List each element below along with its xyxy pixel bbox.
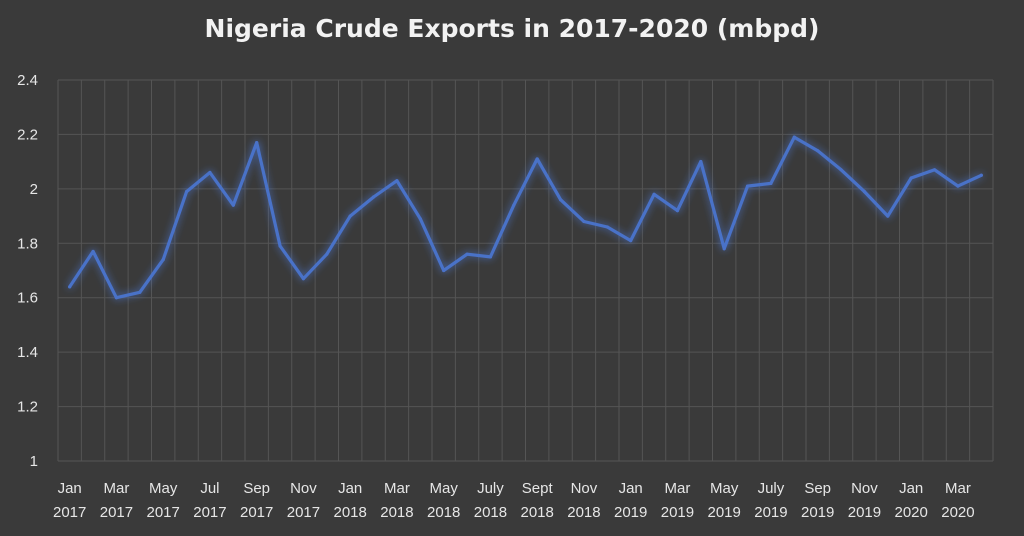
data-point xyxy=(909,176,913,180)
data-point xyxy=(979,173,983,177)
x-tick-label-month: Jul xyxy=(200,480,219,497)
x-tick-label-month: July xyxy=(477,480,504,497)
x-tick-label-year: 2018 xyxy=(334,504,367,521)
x-tick-label-month: May xyxy=(710,480,739,497)
data-point xyxy=(582,219,586,224)
data-point xyxy=(792,135,796,139)
y-axis: 1 1.2 1.4 1.6 1.8 2 2.2 2.4 xyxy=(17,72,38,470)
data-point xyxy=(675,209,680,213)
x-tick-label-year: 2020 xyxy=(895,504,928,521)
x-tick-label-year: 2019 xyxy=(614,504,647,521)
x-tick-label-month: Jan xyxy=(58,480,82,497)
data-point xyxy=(862,189,867,194)
data-point xyxy=(629,238,633,243)
x-tick-label-month: Mar xyxy=(104,480,130,497)
data-point xyxy=(722,247,726,251)
series-layer xyxy=(68,135,983,300)
x-tick-label-year: 2017 xyxy=(53,504,86,521)
y-tick-label: 1 xyxy=(30,453,38,470)
y-tick-label: 2.4 xyxy=(17,72,38,89)
x-tick-label-month: Jan xyxy=(338,480,362,497)
data-point xyxy=(488,255,493,259)
x-tick-label-year: 2017 xyxy=(100,504,133,521)
grid xyxy=(57,79,994,462)
data-point xyxy=(745,184,750,188)
x-tick-label-month: Mar xyxy=(945,480,971,497)
x-tick-label-month: Nov xyxy=(571,480,598,497)
x-tick-label-year: 2019 xyxy=(708,504,741,521)
data-point xyxy=(465,252,469,256)
data-point xyxy=(325,252,329,256)
data-point xyxy=(68,285,72,289)
x-tick-label-month: May xyxy=(430,480,459,497)
y-tick-label: 1.4 xyxy=(17,344,38,361)
x-tick-label-year: 2018 xyxy=(521,504,554,521)
data-point xyxy=(371,195,376,199)
data-point xyxy=(208,170,212,175)
data-point xyxy=(816,149,820,153)
x-tick-label-year: 2019 xyxy=(661,504,694,521)
data-point xyxy=(956,184,960,188)
x-tick-label-year: 2019 xyxy=(754,504,787,521)
data-point xyxy=(932,168,937,172)
data-point xyxy=(278,244,282,248)
data-point xyxy=(886,214,890,218)
data-point xyxy=(418,217,422,221)
data-point xyxy=(535,157,539,161)
data-point xyxy=(839,168,843,172)
data-point xyxy=(255,140,259,145)
x-tick-label-year: 2019 xyxy=(848,504,881,521)
data-point xyxy=(301,277,306,281)
x-tick-label-year: 2018 xyxy=(567,504,600,521)
x-tick-label-year: 2017 xyxy=(147,504,180,521)
data-point xyxy=(605,225,609,229)
x-tick-label-year: 2017 xyxy=(240,504,273,521)
x-tick-label-year: 2019 xyxy=(801,504,834,521)
data-point xyxy=(91,249,95,254)
data-point xyxy=(114,296,119,300)
data-point xyxy=(558,198,563,202)
x-tick-label-month: Mar xyxy=(384,480,410,497)
x-tick-label-year: 2017 xyxy=(193,504,226,521)
x-tick-label-month: Sep xyxy=(243,480,270,497)
x-tick-label-year: 2018 xyxy=(474,504,507,521)
data-point xyxy=(138,290,142,294)
y-tick-label: 1.6 xyxy=(17,290,38,307)
x-tick-label-year: 2018 xyxy=(380,504,413,521)
data-point xyxy=(769,181,773,186)
series-line xyxy=(68,135,983,300)
data-point xyxy=(184,189,189,194)
x-tick-label-month: Mar xyxy=(665,480,691,497)
x-tick-label-year: 2018 xyxy=(427,504,460,521)
y-tick-label: 2 xyxy=(30,181,38,198)
data-point xyxy=(161,258,165,262)
x-tick-label-month: Nov xyxy=(851,480,878,497)
y-tick-label: 1.2 xyxy=(17,399,38,416)
data-point xyxy=(699,160,703,164)
y-tick-label: 2.2 xyxy=(17,126,38,143)
x-tick-label-month: Sept xyxy=(522,480,554,497)
x-tick-label-month: May xyxy=(149,480,178,497)
data-point xyxy=(512,203,516,207)
x-tick-label-month: July xyxy=(758,480,785,497)
x-tick-label-month: Nov xyxy=(290,480,317,497)
x-tick-label-month: Sep xyxy=(804,480,831,497)
x-axis: Jan 2017 Mar 2017 May 2017 Jul 2017 Sep 2017 Nov 20… xyxy=(53,480,975,521)
data-point xyxy=(395,179,399,183)
y-tick-label: 1.8 xyxy=(17,235,38,252)
data-point xyxy=(231,203,235,207)
data-point xyxy=(652,192,656,196)
x-tick-label-month: Jan xyxy=(899,480,923,497)
data-point xyxy=(442,268,446,273)
x-tick-label-year: 2017 xyxy=(287,504,320,521)
x-tick-label-month: Jan xyxy=(619,480,643,497)
x-tick-label-year: 2020 xyxy=(941,504,974,521)
data-point xyxy=(348,214,352,218)
chart-title: Nigeria Crude Exports in 2017-2020 (mbpd… xyxy=(204,14,820,43)
